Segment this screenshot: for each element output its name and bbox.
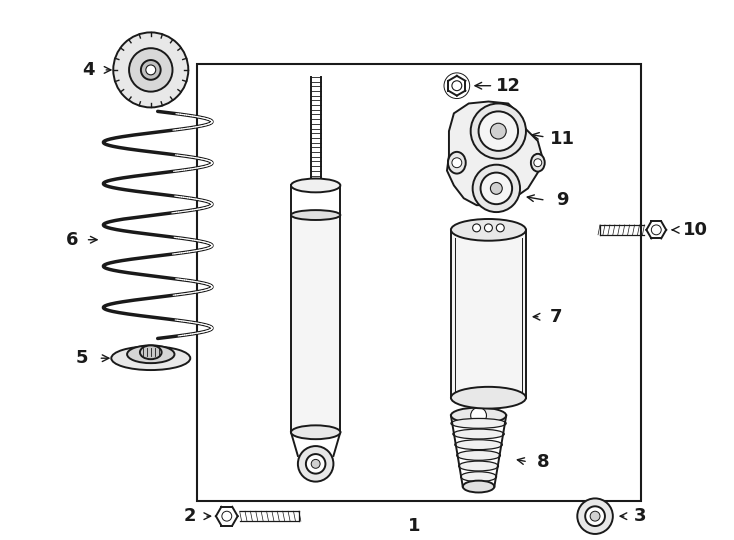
Ellipse shape	[457, 450, 501, 460]
Ellipse shape	[291, 426, 341, 439]
Polygon shape	[447, 102, 542, 205]
Circle shape	[470, 408, 487, 423]
Ellipse shape	[448, 152, 466, 173]
Circle shape	[222, 511, 232, 521]
Text: 8: 8	[537, 453, 549, 471]
Text: 1: 1	[408, 517, 421, 535]
Circle shape	[141, 60, 161, 80]
Text: 4: 4	[82, 61, 95, 79]
Circle shape	[473, 165, 520, 212]
Circle shape	[651, 225, 661, 235]
Circle shape	[452, 81, 462, 91]
Text: 10: 10	[683, 221, 708, 239]
Circle shape	[484, 224, 493, 232]
Circle shape	[534, 159, 542, 167]
Ellipse shape	[461, 472, 496, 482]
Text: 5: 5	[76, 349, 88, 367]
Text: 11: 11	[550, 130, 575, 148]
Text: 12: 12	[495, 77, 520, 94]
Circle shape	[311, 460, 320, 468]
Ellipse shape	[127, 346, 175, 363]
Circle shape	[298, 446, 333, 482]
Circle shape	[479, 111, 518, 151]
Ellipse shape	[462, 481, 495, 492]
Circle shape	[452, 158, 462, 167]
Circle shape	[481, 173, 512, 204]
Bar	[291, 215, 341, 432]
Ellipse shape	[453, 429, 504, 439]
Circle shape	[490, 123, 506, 139]
Ellipse shape	[451, 408, 506, 423]
Circle shape	[470, 104, 526, 159]
Circle shape	[490, 183, 502, 194]
Text: 3: 3	[634, 507, 647, 525]
Ellipse shape	[459, 461, 498, 471]
Circle shape	[578, 498, 613, 534]
Circle shape	[496, 224, 504, 232]
Circle shape	[473, 224, 481, 232]
Ellipse shape	[455, 440, 502, 450]
Circle shape	[590, 511, 600, 521]
Ellipse shape	[291, 210, 341, 220]
Ellipse shape	[140, 346, 161, 359]
Bar	[451, 230, 526, 397]
Text: 9: 9	[556, 191, 569, 209]
Circle shape	[306, 454, 325, 474]
Ellipse shape	[451, 418, 506, 428]
Ellipse shape	[451, 219, 526, 241]
Circle shape	[585, 507, 605, 526]
Ellipse shape	[531, 154, 545, 172]
Bar	[197, 64, 642, 501]
Text: 7: 7	[549, 308, 562, 326]
Circle shape	[129, 48, 172, 92]
Text: 6: 6	[65, 231, 78, 249]
Ellipse shape	[451, 387, 526, 409]
Circle shape	[146, 65, 156, 75]
Ellipse shape	[291, 179, 341, 192]
Text: 2: 2	[184, 507, 197, 525]
Ellipse shape	[112, 346, 190, 370]
Circle shape	[113, 32, 189, 107]
